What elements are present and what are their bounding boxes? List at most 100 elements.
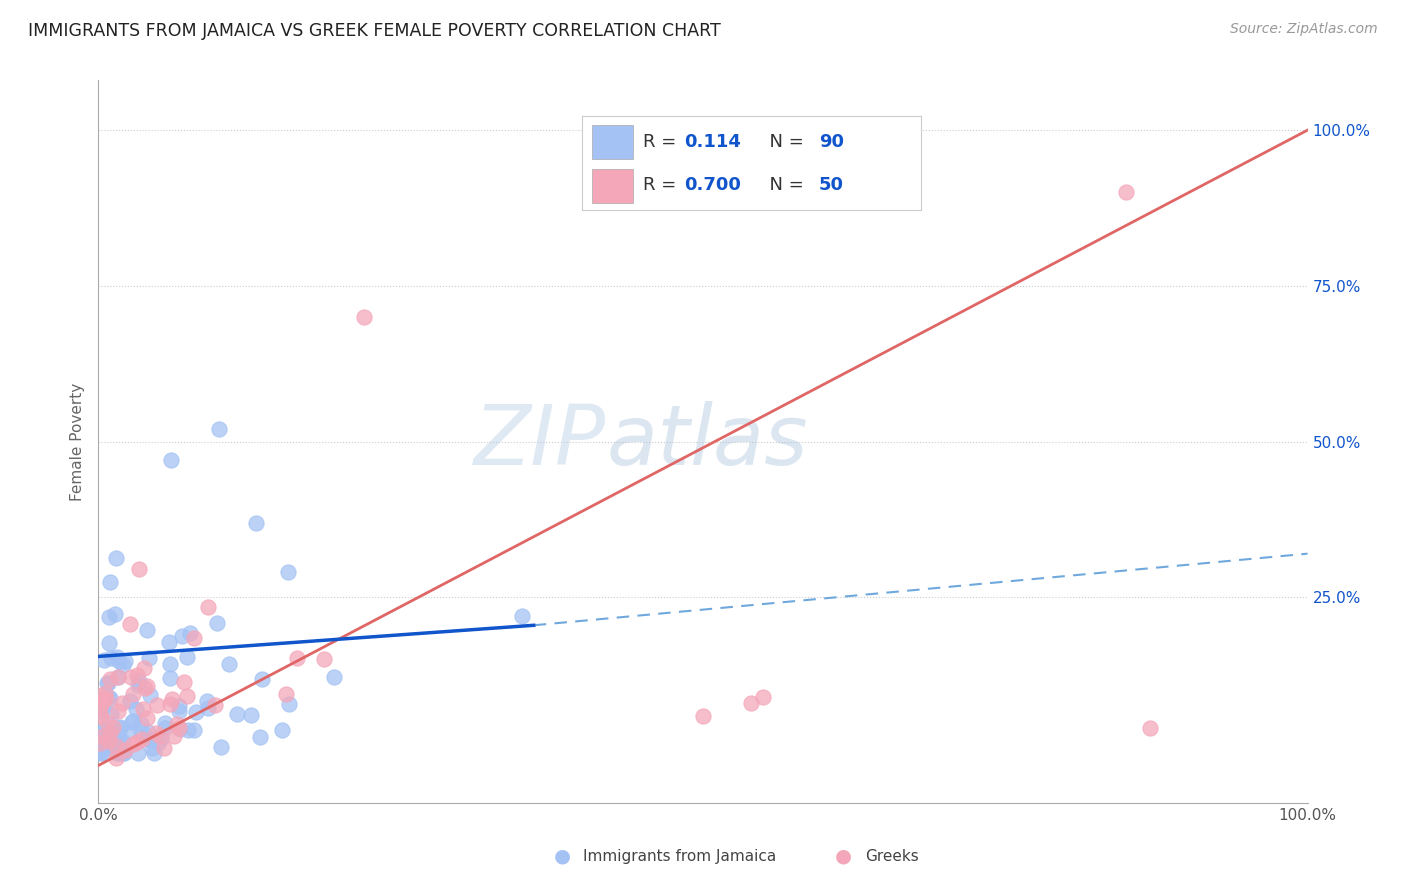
Point: [274, 687, 297, 701]
Point: [89, 746, 111, 760]
Point: [146, 698, 169, 712]
Point: [98, 575, 121, 590]
Point: [312, 652, 335, 666]
Point: [124, 702, 146, 716]
Text: IMMIGRANTS FROM JAMAICA VS GREEK FEMALE POVERTY CORRELATION CHART: IMMIGRANTS FROM JAMAICA VS GREEK FEMALE …: [28, 22, 721, 40]
Point: [100, 690, 122, 705]
Point: [107, 670, 129, 684]
Point: [176, 650, 198, 665]
Point: [107, 731, 129, 745]
Point: [107, 704, 129, 718]
Point: [91, 733, 114, 747]
Point: [179, 626, 201, 640]
Point: [107, 732, 129, 747]
Point: [152, 740, 174, 755]
Point: [127, 735, 149, 749]
Point: [740, 696, 762, 710]
Point: [98, 672, 121, 686]
Point: [692, 708, 714, 723]
Point: [100, 651, 122, 665]
Point: [111, 696, 134, 710]
Point: [105, 746, 128, 760]
Point: [323, 670, 346, 684]
Point: [277, 565, 299, 579]
Point: [94, 691, 117, 706]
Point: [112, 657, 135, 672]
Point: [153, 721, 176, 735]
Point: [132, 702, 155, 716]
Point: [163, 729, 186, 743]
Point: [121, 715, 143, 730]
Point: [90, 704, 112, 718]
Point: [94, 692, 117, 706]
Point: [204, 698, 226, 712]
Point: [98, 725, 121, 739]
Point: [138, 732, 160, 747]
Point: [107, 654, 129, 668]
Point: [167, 698, 190, 713]
Point: [97, 733, 120, 747]
Point: [136, 679, 159, 693]
Point: [169, 721, 191, 735]
Point: [1139, 721, 1161, 735]
Point: [159, 671, 181, 685]
Point: [90, 743, 112, 757]
Point: [1115, 186, 1137, 200]
Point: [159, 698, 181, 712]
Point: [155, 716, 177, 731]
Point: [110, 720, 132, 734]
Point: [93, 686, 115, 700]
Point: [91, 732, 114, 747]
Point: [131, 731, 153, 746]
Point: [183, 632, 205, 646]
Point: [104, 751, 127, 765]
Point: [122, 738, 145, 752]
Point: [107, 670, 129, 684]
Point: [149, 729, 172, 743]
Point: [195, 694, 218, 708]
Point: [127, 746, 149, 760]
Point: [111, 734, 134, 748]
Point: [131, 723, 153, 738]
Point: [245, 516, 267, 530]
Point: [141, 741, 163, 756]
Point: [118, 694, 141, 708]
Point: [90, 739, 112, 754]
Point: [91, 746, 114, 760]
Point: [166, 717, 188, 731]
Point: [510, 609, 533, 624]
Point: [136, 732, 159, 747]
Point: [249, 730, 271, 744]
Point: [160, 692, 183, 706]
Point: [96, 728, 118, 742]
Point: [93, 653, 115, 667]
Point: [136, 623, 159, 637]
Point: [183, 723, 205, 738]
Point: [197, 600, 219, 615]
Point: [139, 688, 162, 702]
Point: [122, 714, 145, 728]
Point: [114, 743, 136, 757]
Point: [127, 678, 149, 692]
Point: [104, 729, 127, 743]
Point: [127, 668, 149, 682]
Point: [114, 654, 136, 668]
Point: [167, 704, 190, 718]
Point: [142, 746, 165, 760]
Point: [118, 724, 141, 739]
Point: [96, 714, 118, 729]
Point: [94, 721, 117, 735]
Point: [98, 636, 121, 650]
Point: [98, 737, 121, 751]
Point: [172, 629, 194, 643]
Point: [97, 610, 120, 624]
Point: [89, 692, 111, 706]
Point: [134, 681, 156, 695]
Point: [136, 725, 159, 739]
Point: [111, 746, 134, 760]
Point: [101, 720, 124, 734]
Point: [89, 736, 111, 750]
Point: [184, 705, 207, 719]
Point: [91, 724, 114, 739]
Point: [160, 453, 183, 467]
